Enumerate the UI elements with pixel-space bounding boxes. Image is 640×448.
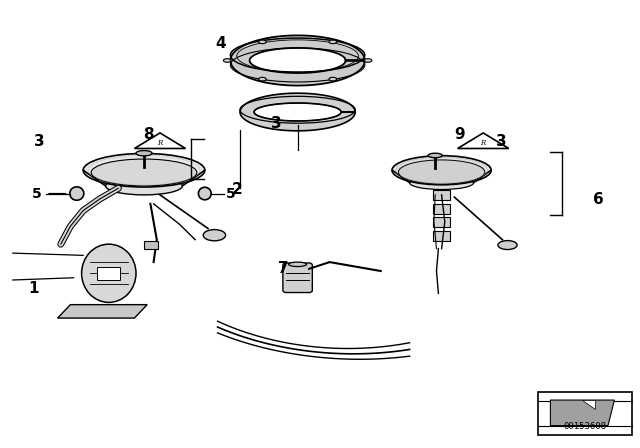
Text: R: R [481, 139, 486, 147]
Polygon shape [240, 93, 355, 131]
FancyBboxPatch shape [144, 241, 158, 249]
Ellipse shape [106, 177, 182, 195]
Ellipse shape [410, 176, 474, 190]
Text: 00153608: 00153608 [563, 422, 607, 431]
Polygon shape [582, 400, 595, 409]
Ellipse shape [428, 153, 442, 158]
Ellipse shape [70, 187, 84, 200]
Text: 1: 1 [29, 281, 39, 297]
Ellipse shape [136, 151, 152, 156]
Polygon shape [58, 305, 147, 318]
Ellipse shape [498, 241, 517, 250]
Ellipse shape [289, 262, 307, 267]
Text: 2: 2 [232, 181, 242, 197]
Text: 3: 3 [271, 116, 282, 131]
Ellipse shape [259, 78, 266, 81]
Text: R: R [157, 139, 163, 147]
Text: 3: 3 [496, 134, 506, 149]
Ellipse shape [204, 230, 226, 241]
Bar [538, 392, 632, 435]
FancyBboxPatch shape [433, 217, 450, 227]
Text: 6: 6 [593, 192, 604, 207]
FancyBboxPatch shape [97, 267, 120, 280]
Ellipse shape [398, 160, 485, 184]
Polygon shape [458, 133, 509, 148]
FancyBboxPatch shape [433, 231, 450, 241]
Text: 5: 5 [32, 186, 42, 201]
Text: 3: 3 [35, 134, 45, 149]
Polygon shape [550, 400, 614, 426]
Polygon shape [230, 35, 365, 86]
Ellipse shape [329, 40, 337, 43]
Polygon shape [134, 133, 186, 148]
Text: 8: 8 [143, 127, 154, 142]
Ellipse shape [392, 156, 492, 185]
Ellipse shape [364, 59, 372, 62]
Text: 4: 4 [216, 36, 226, 52]
Ellipse shape [82, 244, 136, 302]
FancyBboxPatch shape [283, 263, 312, 293]
Ellipse shape [83, 153, 205, 187]
Ellipse shape [259, 40, 266, 43]
Text: 7: 7 [278, 261, 288, 276]
Ellipse shape [198, 187, 211, 200]
Text: 5: 5 [225, 186, 236, 201]
Ellipse shape [223, 59, 231, 62]
Ellipse shape [329, 78, 337, 81]
FancyBboxPatch shape [433, 190, 450, 200]
Text: 9: 9 [454, 127, 465, 142]
Ellipse shape [91, 159, 197, 186]
FancyBboxPatch shape [433, 204, 450, 214]
